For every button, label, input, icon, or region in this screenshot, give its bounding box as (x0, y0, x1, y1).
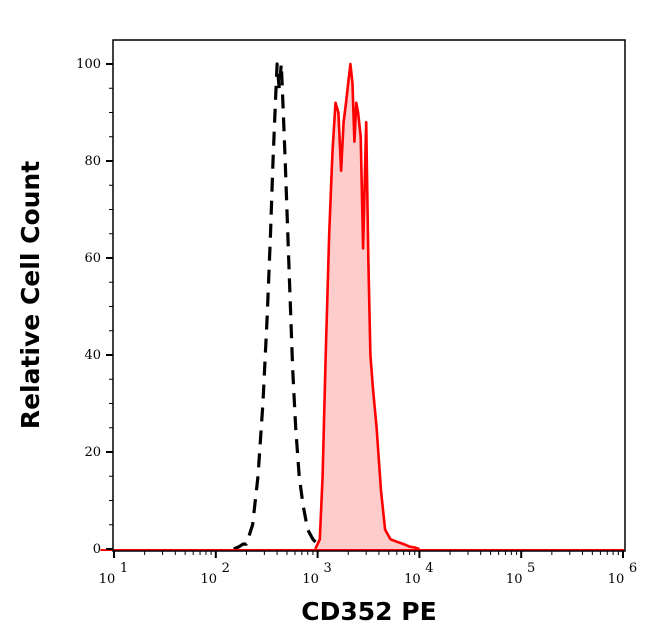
x-axis-title: CD352 PE (301, 597, 436, 626)
series-layer (100, 62, 624, 551)
x-tick-label: 10 (404, 572, 421, 587)
x-tick-exponent: 2 (222, 561, 230, 576)
series-fill-1 (315, 64, 420, 549)
x-tick-exponent: 6 (629, 561, 637, 576)
y-tick-label: 40 (84, 348, 101, 363)
y-axis-title: Relative Cell Count (16, 161, 45, 429)
series-line-0 (233, 62, 359, 551)
series-line-1 (314, 62, 420, 551)
x-tick-exponent: 3 (323, 561, 331, 576)
x-tick-label: 10 (302, 572, 319, 587)
x-axis-ticks: 10 1 10 2 10 3 10 4 10 5 10 6 (99, 551, 637, 587)
x-tick-exponent: 4 (425, 561, 433, 576)
y-axis-ticks: 0 20 40 60 80 100 (76, 57, 113, 557)
y-tick-label: 60 (84, 251, 101, 266)
x-tick-exponent: 5 (527, 561, 535, 576)
x-tick-label: 10 (99, 572, 116, 587)
y-tick-label: 0 (93, 542, 101, 557)
x-tick-label: 10 (608, 572, 625, 587)
x-tick-exponent: 1 (120, 561, 128, 576)
x-tick-label: 10 (506, 572, 523, 587)
y-tick-label: 100 (76, 57, 101, 72)
plot-frame (112, 39, 626, 552)
y-tick-label: 80 (84, 154, 101, 169)
y-tick-label: 20 (84, 445, 101, 460)
x-tick-label: 10 (201, 572, 218, 587)
